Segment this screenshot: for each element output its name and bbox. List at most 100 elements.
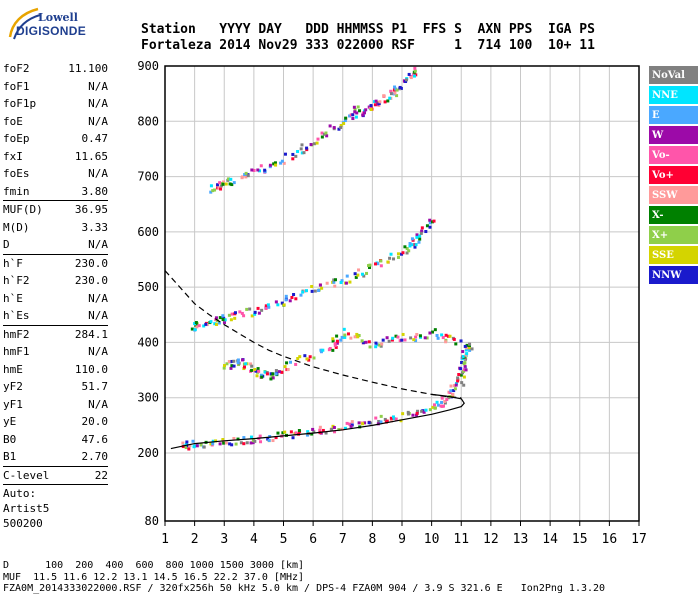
echo-point (379, 420, 383, 424)
echo-point (260, 375, 264, 379)
chart-grid (165, 66, 639, 521)
echo-point (356, 105, 360, 109)
echo-point (193, 444, 197, 448)
echo-point (449, 389, 453, 393)
echo-point (388, 256, 392, 260)
echo-point (344, 281, 348, 285)
echo-point (263, 370, 267, 374)
echo-point (337, 127, 341, 131)
echo-point (383, 100, 387, 104)
echo-point (197, 324, 201, 328)
echo-point (236, 437, 240, 441)
echo-point (222, 366, 226, 370)
echo-point (320, 286, 324, 290)
echo-point (351, 113, 355, 117)
echo-point (408, 244, 412, 248)
echo-point (252, 168, 256, 172)
echo-point (264, 304, 268, 308)
echo-point (290, 296, 294, 300)
echo-point (257, 169, 261, 173)
echo-point (420, 226, 424, 230)
echo-point (211, 442, 215, 446)
echo-point (288, 299, 292, 303)
echo-point (218, 316, 222, 320)
echo-point (209, 184, 213, 188)
echo-point (364, 340, 368, 344)
echo-point (280, 301, 284, 305)
echo-point (462, 383, 466, 387)
header-line1: Station YYYY DAY DDD HHMMSS P1 FFS S AXN… (141, 22, 595, 37)
echo-point (185, 442, 189, 446)
param-row: M(D) 3.33 (3, 219, 108, 237)
echo-point (382, 94, 386, 98)
echo-point (412, 338, 416, 342)
echo-point (424, 408, 428, 412)
echo-point (333, 341, 337, 345)
echo-point (195, 444, 199, 448)
echo-point (374, 416, 378, 420)
echo-point (449, 384, 453, 388)
echo-point (274, 369, 278, 373)
echo-point (246, 174, 250, 178)
echo-point (389, 252, 393, 256)
echo-point (337, 428, 341, 432)
echo-point (217, 321, 221, 325)
echo-point (199, 443, 203, 447)
echo-point (407, 72, 411, 76)
y-tick-label: 500 (137, 280, 159, 294)
echo-point (281, 431, 285, 435)
param-row: D N/A (3, 236, 108, 254)
echo-point (340, 335, 344, 339)
parameter-table: foF2 11.100 foF1 N/A foF1p N/A foE N/A foEp 0.47 f… (3, 60, 108, 485)
echo-point (379, 264, 383, 268)
echo-point (209, 320, 213, 324)
y-tick-label: 600 (137, 225, 159, 239)
echo-point (234, 442, 238, 446)
echo-point (398, 85, 402, 89)
echo-point (221, 440, 225, 444)
echo-point (405, 251, 409, 255)
echo-point (303, 354, 307, 358)
echo-point (313, 142, 317, 146)
param-label: h`Es (3, 309, 30, 322)
echo-point (193, 322, 197, 326)
param-label: foEp (3, 132, 30, 145)
echo-point (185, 440, 189, 444)
echo-point (403, 245, 407, 249)
echo-point (386, 260, 390, 264)
x-tick-label: 15 (572, 532, 588, 547)
param-value: 11.100 (68, 62, 108, 75)
echo-point (463, 344, 467, 348)
echo-point (443, 401, 447, 405)
param-row: foEs N/A (3, 165, 108, 183)
x-tick-label: 8 (368, 532, 376, 547)
logo-line2: DIGISONDE (16, 24, 87, 38)
echo-point (418, 334, 422, 338)
echo-point (346, 332, 350, 336)
echo-point (279, 161, 283, 165)
param-value: N/A (88, 309, 108, 322)
echo-point (319, 348, 323, 352)
y-tick-label: 700 (137, 170, 159, 184)
echo-point (265, 372, 269, 376)
echo-point (297, 429, 301, 433)
echo-point (209, 190, 213, 194)
echo-point (242, 436, 246, 440)
echo-point (425, 224, 429, 228)
echo-point (229, 177, 233, 181)
echo-point (195, 325, 199, 329)
echo-point (364, 108, 368, 112)
echo-point (328, 124, 332, 128)
echo-point (218, 181, 222, 185)
echo-point (423, 336, 427, 340)
echo-point (401, 332, 405, 336)
param-label: fmin (3, 184, 30, 198)
echo-point (229, 318, 233, 322)
param-label: C-level (3, 468, 50, 482)
echo-point (253, 312, 257, 316)
echo-point (436, 403, 440, 407)
echo-point (348, 114, 352, 118)
param-row: foEp 0.47 (3, 130, 108, 148)
echo-point (291, 157, 295, 161)
echo-point (214, 316, 218, 320)
